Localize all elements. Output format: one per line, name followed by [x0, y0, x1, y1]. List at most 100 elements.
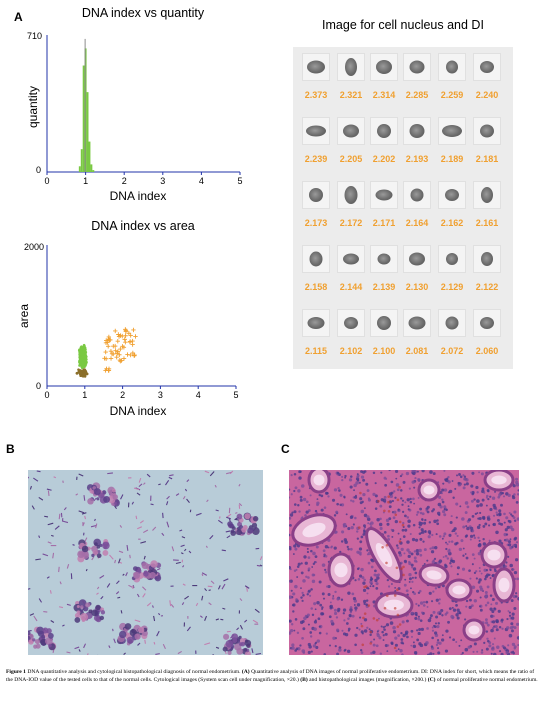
histology-nucleus: [427, 535, 431, 539]
histology-nucleus: [438, 602, 441, 605]
histology-nucleus: [501, 492, 505, 495]
histology-nucleus: [300, 571, 304, 575]
histology-nucleus: [513, 606, 517, 611]
histology-nucleus: [310, 650, 313, 653]
histology-nucleus: [462, 554, 465, 557]
histology-nucleus: [356, 550, 360, 554]
cytology-cell: [235, 518, 239, 521]
cytology-cell: [151, 605, 154, 608]
histology-nucleus: [500, 652, 504, 655]
cytology-clump: [77, 550, 85, 558]
histology-nucleus: [345, 513, 348, 516]
histology-nucleus: [397, 634, 401, 638]
histology-nucleus: [511, 527, 515, 532]
histology-nucleus: [491, 627, 495, 630]
histology-nucleus: [338, 646, 342, 650]
cytology-clump: [112, 494, 118, 500]
cytology-cell: [84, 515, 87, 520]
histology-nucleus: [431, 546, 435, 550]
cytology-cell: [239, 598, 243, 602]
histology-nucleus: [365, 482, 369, 486]
histology-nucleus: [445, 547, 448, 551]
histology-nucleus: [495, 620, 499, 624]
histology-nucleus: [404, 514, 407, 518]
histology-nucleus: [436, 522, 440, 526]
histology-rbc: [362, 616, 365, 620]
histology-nucleus: [516, 493, 519, 496]
histology-nucleus: [456, 573, 459, 576]
histology-nucleus: [370, 576, 373, 579]
cytology-clump: [244, 513, 251, 520]
histology-nucleus: [470, 484, 474, 488]
histology-nucleus: [394, 470, 399, 474]
histology-nucleus: [479, 608, 483, 612]
histology-nucleus: [491, 647, 495, 651]
histology-nucleus: [495, 530, 499, 535]
histology-nucleus: [302, 627, 306, 631]
caption-c-label: (C): [427, 676, 436, 683]
histology-nucleus: [478, 570, 481, 573]
histology-nucleus: [477, 536, 480, 539]
histology-nucleus: [293, 510, 297, 514]
histology-nucleus: [450, 565, 453, 568]
cytology-clump: [102, 550, 109, 556]
histology-nucleus: [304, 514, 307, 517]
cytology-cell: [137, 526, 143, 530]
histology-nucleus: [340, 503, 345, 507]
histology-nucleus: [484, 591, 488, 595]
histology-nucleus: [476, 491, 479, 494]
cytology-cell: [226, 535, 231, 539]
scatter-point-orange: [106, 368, 111, 373]
histology-nucleus: [412, 567, 417, 571]
histology-nucleus: [436, 511, 441, 516]
histology-nucleus: [355, 481, 359, 485]
cell-nucleus-image: [370, 245, 398, 273]
histology-nucleus: [300, 562, 303, 565]
histology-nucleus: [376, 632, 380, 636]
histology-nucleus: [512, 544, 515, 547]
cytology-cell: [126, 545, 129, 551]
cytology-clump: [78, 599, 87, 608]
cytology-cell: [146, 602, 152, 607]
histology-nucleus: [354, 495, 358, 499]
histology-nucleus: [421, 512, 425, 516]
cytology-clump: [236, 513, 243, 520]
cytology-cell: [83, 495, 86, 501]
histology-nucleus: [295, 598, 298, 601]
histology-nucleus: [411, 537, 416, 542]
histology-nucleus: [494, 490, 497, 493]
histology-nucleus: [293, 544, 297, 548]
di-value-label: 2.259: [440, 90, 464, 100]
histology-nucleus: [297, 562, 301, 566]
histology-nucleus: [510, 651, 513, 654]
nucleus-shape: [377, 253, 391, 265]
nucleus-shape: [480, 124, 494, 138]
histology-gland-lumen: [334, 562, 348, 578]
histology-nucleus: [451, 480, 454, 482]
histology-nucleus: [500, 503, 503, 507]
histology-nucleus: [469, 598, 472, 602]
di-value-label: 2.081: [405, 346, 429, 356]
di-value-label: 2.239: [304, 154, 328, 164]
histology-nucleus: [350, 499, 353, 502]
histology-nucleus: [397, 508, 400, 511]
nucleus-shape: [343, 253, 359, 265]
histology-nucleus: [418, 526, 421, 529]
histology-nucleus: [443, 505, 447, 509]
histology-rbc: [358, 526, 361, 529]
histology-nucleus: [476, 504, 480, 508]
histology-nucleus: [291, 604, 294, 607]
histology-nucleus: [394, 586, 397, 589]
histology-nucleus: [365, 603, 369, 606]
histology-rbc: [401, 523, 405, 527]
cytology-cell: [259, 556, 263, 561]
nucleus-shape: [307, 60, 325, 74]
cytology-cell: [54, 525, 60, 530]
histology-nucleus: [356, 603, 361, 607]
histology-nucleus: [386, 522, 390, 526]
histology-nucleus: [343, 538, 347, 542]
histology-nucleus: [406, 548, 410, 552]
cell-nucleus-image: [473, 245, 501, 273]
cytology-clump: [133, 571, 141, 579]
histology-nucleus: [372, 643, 376, 647]
